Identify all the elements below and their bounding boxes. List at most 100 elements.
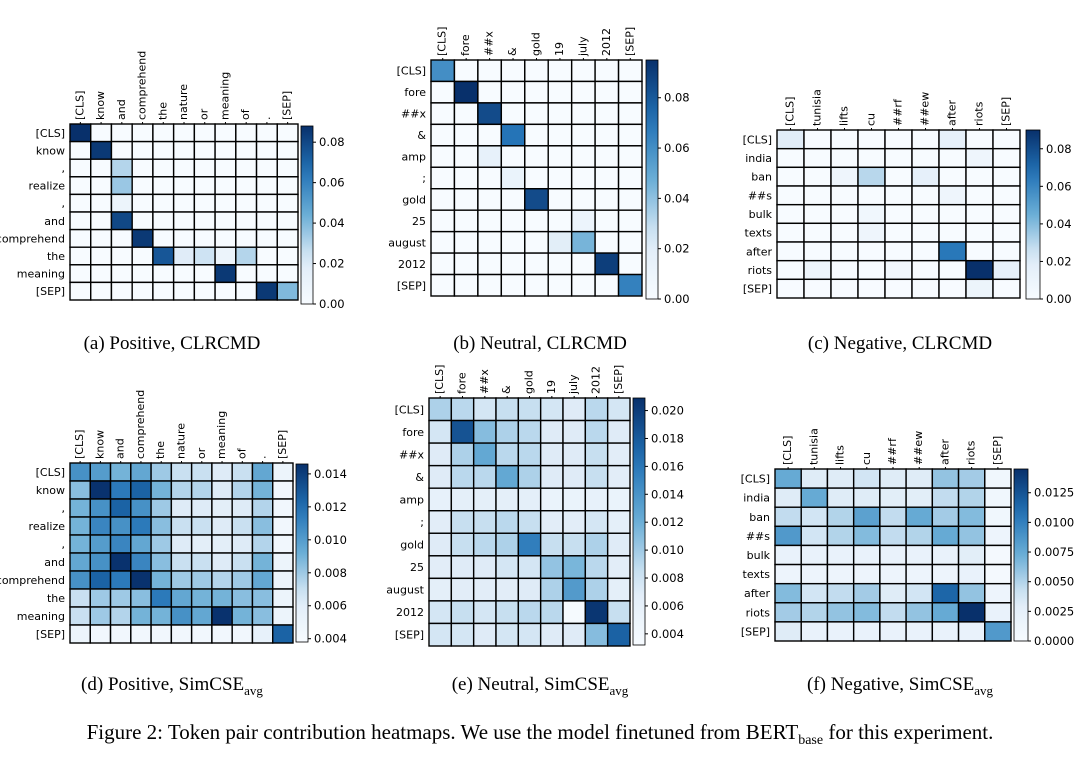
heatmap-cell	[992, 259, 1021, 281]
heatmap-cell	[803, 222, 832, 243]
x-tick-label: the	[154, 441, 167, 459]
heatmap-cell	[957, 602, 986, 623]
x-tick-label: riots	[973, 101, 986, 126]
heatmap-cell	[272, 480, 294, 500]
heatmap-cell	[984, 582, 1012, 604]
heatmap-cell	[251, 588, 274, 608]
heatmap-cell	[826, 525, 855, 547]
heatmap-cell	[774, 506, 802, 528]
heatmap-cell	[190, 570, 213, 590]
heatmap-cell	[231, 588, 254, 608]
heatmap-cell	[109, 624, 132, 644]
colorbar	[1025, 129, 1041, 300]
y-tick-label: riots	[746, 606, 771, 619]
heatmap-cell	[965, 166, 994, 187]
heatmap-cell	[89, 516, 112, 536]
colorbar-tick-label: 0.0050	[1034, 575, 1074, 589]
heatmap-cell	[857, 222, 886, 243]
heatmap-cell	[965, 185, 994, 206]
y-tick-label: ,	[62, 538, 66, 551]
y-tick-label: 2012	[398, 258, 426, 271]
heatmap-cell	[524, 166, 549, 190]
heatmap-cell	[539, 397, 564, 422]
heatmap-cell	[450, 510, 475, 534]
x-tick-label: tunisia	[807, 428, 820, 465]
heatmap-cell	[562, 397, 587, 422]
y-tick-label: the	[47, 250, 65, 263]
y-tick-label: bulk	[747, 549, 771, 562]
heatmap-cell	[857, 129, 886, 150]
colorbar-tick-label: 0.006	[651, 599, 684, 613]
heatmap-cell	[110, 193, 133, 213]
heatmap-cell	[984, 487, 1012, 508]
heatmap-cell	[547, 145, 573, 168]
heatmap-cell	[931, 563, 960, 585]
heatmap-cell	[193, 193, 216, 213]
heatmap-cell	[477, 166, 503, 190]
heatmap-cell	[477, 80, 503, 104]
y-tick-label: ;	[420, 516, 424, 529]
y-tick-label: [SEP]	[743, 283, 772, 296]
heatmap-cell	[89, 606, 112, 626]
heatmap-cell	[453, 80, 479, 104]
y-tick-label: ##s	[746, 530, 770, 543]
heatmap-cell	[857, 147, 886, 169]
colorbar-tick-label: 0.08	[319, 135, 345, 149]
x-tick-label: ##rf	[892, 98, 905, 126]
heatmap-cell	[472, 397, 497, 422]
heatmap-cell	[517, 464, 542, 489]
heatmap-cell	[852, 563, 881, 585]
y-tick-label: 2012	[396, 606, 424, 619]
heatmap-cell	[131, 123, 154, 143]
heatmap-cell	[430, 273, 456, 297]
x-tick-label: [SEP]	[623, 27, 636, 56]
heatmap-cell	[450, 442, 475, 467]
heatmap-cell	[472, 600, 497, 625]
y-tick-label: and	[44, 556, 65, 569]
heatmap-cell	[231, 462, 254, 482]
y-tick-label: ##x	[399, 448, 424, 461]
heatmap-cell	[879, 525, 907, 547]
heatmap-cell	[852, 582, 881, 604]
heatmap-cell	[450, 600, 475, 625]
heatmap-cell	[495, 555, 520, 580]
heatmap-cell	[110, 211, 133, 231]
heatmap-cell	[193, 140, 216, 160]
x-tick-label: of	[239, 108, 252, 120]
heatmap-cell	[276, 211, 299, 231]
heatmap-cell	[617, 145, 643, 168]
heatmap-cell	[214, 281, 237, 301]
heatmap-cell	[617, 59, 643, 83]
heatmap-cell	[884, 185, 913, 206]
y-tick-label: india	[743, 492, 770, 505]
heatmap-cell	[826, 487, 855, 508]
heatmap-cell	[430, 166, 456, 190]
heatmap-cell	[89, 480, 112, 500]
caption-d: (d) Positive, SimCSEavg	[81, 674, 263, 698]
y-tick-label: [SEP]	[36, 628, 65, 641]
heatmap-cell	[430, 145, 456, 168]
x-tick-label: [CLS]	[781, 436, 794, 465]
colorbar-tick-label: 0.020	[651, 404, 684, 418]
heatmap-cell	[570, 273, 596, 297]
heatmap-cell	[477, 102, 503, 126]
heatmap-cell	[150, 516, 173, 536]
x-tick-label: of	[235, 447, 248, 459]
caption-b: (b) Neutral, CLRCMD	[453, 333, 627, 354]
heatmap-cell	[830, 185, 859, 206]
heatmap-cell	[879, 621, 907, 642]
heatmap-cell	[477, 230, 503, 254]
y-tick-label: meaning	[17, 268, 65, 281]
heatmap-cell	[170, 462, 193, 482]
heatmap-cell	[69, 480, 91, 500]
heatmap-cell	[152, 123, 175, 143]
heatmap-cell	[938, 259, 967, 281]
heatmap-cell	[800, 525, 829, 547]
heatmap-cell	[472, 464, 497, 489]
heatmap-cell	[89, 534, 112, 554]
heatmap-cell	[570, 230, 596, 254]
heatmap-cell	[214, 140, 237, 160]
heatmap-cell	[517, 419, 542, 444]
heatmap-cell	[800, 582, 829, 604]
heatmap-cell	[152, 193, 175, 213]
